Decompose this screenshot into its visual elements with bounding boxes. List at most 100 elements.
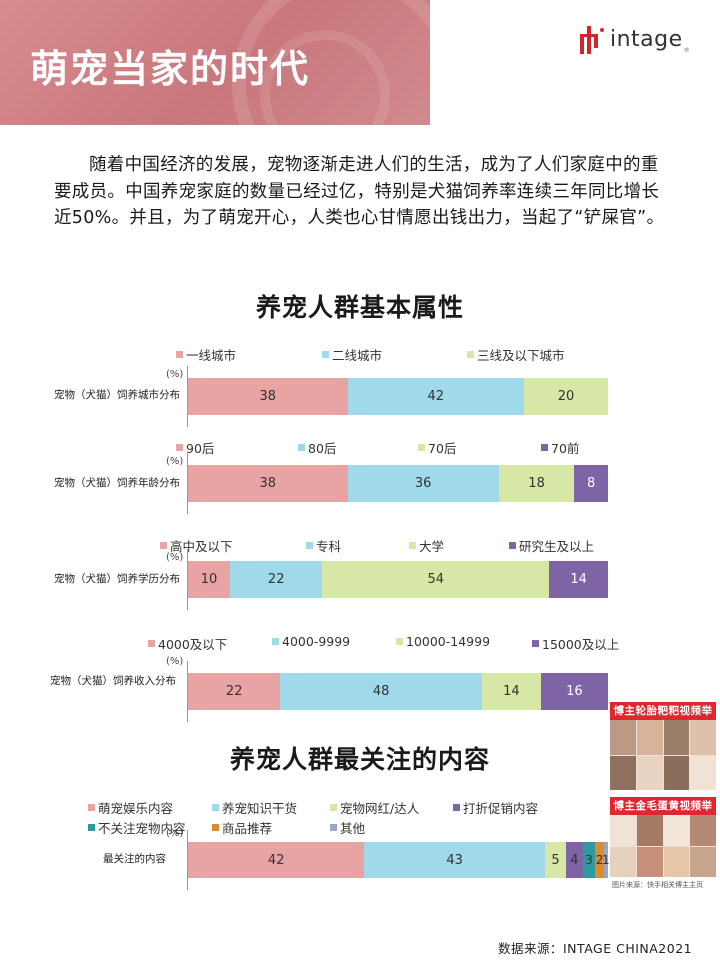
legend-swatch [453,804,460,811]
legend-label: 90后 [186,441,215,456]
legend-label: 专科 [316,539,342,554]
legend-swatch [541,444,548,451]
legend-swatch [330,804,337,811]
bar-segment: 2 [595,842,604,878]
category-label: 宠物（犬猫）饲养城市分布 [54,389,180,401]
legend-label: 其他 [340,821,366,836]
legend-label: 大学 [419,539,445,554]
legend-item: 商品推荐 [212,818,272,837]
legend-swatch [322,351,329,358]
legend-label: 70前 [551,441,580,456]
section-title-content: 养宠人群最关注的内容 [229,745,490,774]
legend-swatch [418,444,425,451]
legend-swatch [212,804,219,811]
bar-segment: 10 [188,561,230,598]
legend-swatch [396,638,403,645]
axis-line [187,661,188,722]
legend-item: 打折促销内容 [453,798,538,817]
legend-item: 不关注宠物内容 [88,818,186,837]
legend-label: 萌宠娱乐内容 [98,801,174,816]
thumb-tile [610,846,636,877]
axis-line [187,366,188,427]
thumb-tile [663,846,690,877]
legend-swatch [176,351,183,358]
thumb-title-2: 博主金毛蛋黄视频举例 [610,797,716,830]
legend-swatch [212,824,219,831]
legend-label: 商品推荐 [222,821,273,836]
bar-segment: 16 [540,673,608,710]
bar-segment: 54 [322,561,550,598]
legend-label: 70后 [428,441,457,456]
legend-swatch [298,444,305,451]
legend-swatch [160,542,167,549]
legend-label: 10000-14999 [406,634,491,649]
thumb-tile [610,755,636,790]
legend-item: 养宠知识干货 [212,798,297,817]
thumb-tile [636,720,663,755]
bar-segment: 36 [347,465,499,502]
bar-segment: 42 [188,842,365,878]
thumb-tile [690,720,716,755]
thumb-image-2 [610,815,716,877]
axis-line [187,830,188,890]
header-banner: 萌宠当家的时代 [0,0,430,125]
thumb-tile [636,846,663,877]
legend-swatch [272,638,279,645]
legend-label: 80后 [308,441,337,456]
bar-segment: 22 [230,561,323,598]
legend-swatch [88,804,95,811]
legend-item: 4000-9999 [272,634,350,649]
axis-line [187,549,188,610]
thumb-tile [636,815,663,846]
legend-label: 不关注宠物内容 [98,821,186,836]
legend-item: 萌宠娱乐内容 [88,798,173,817]
legend-swatch [306,542,313,549]
legend-item: 15000及以上 [532,634,619,653]
legend-item: 大学 [409,536,444,555]
bar-segment: 3 [582,842,596,878]
axis-line [187,453,188,514]
legend-label: 4000-9999 [282,634,351,649]
legend-swatch [467,351,474,358]
bar-segment: 8 [574,465,608,502]
thumb-tile [663,815,690,846]
category-label: 宠物（犬猫）饲养学历分布 [54,573,180,585]
thumb-tile [610,720,636,755]
intage-logo-icon [578,24,604,54]
bar-segment: 18 [498,465,575,502]
legend-swatch [148,640,155,647]
thumb-tile [690,755,716,790]
legend-item: 专科 [306,536,341,555]
stacked-bar: 22 48 14 16 [188,673,608,710]
thumb-tile [690,846,716,877]
legend-item: 70前 [541,438,579,457]
bar-segment: 38 [188,378,348,415]
legend-item: 70后 [418,438,456,457]
stacked-bar: 38 36 18 8 [188,465,608,502]
thumb-title-1: 博主轮胎粑粑视频举例 [610,702,716,735]
category-label: 最关注的内容 [103,853,166,865]
legend-label: 15000及以上 [542,637,620,652]
bar-segment: 38 [188,465,348,502]
legend-item: 二线城市 [322,345,382,364]
legend-item: 其他 [330,818,365,837]
bar-segment: 43 [364,842,545,878]
category-label: 宠物（犬猫）饲养收入分布 [50,675,176,687]
bar-segment: 14 [549,561,608,598]
legend-swatch [509,542,516,549]
thumb-tile [610,815,636,846]
bar-segment: 14 [481,673,541,710]
legend-item: 10000-14999 [396,634,490,649]
legend-label: 打折促销内容 [463,801,539,816]
bar-segment: 20 [523,378,608,415]
legend-label: 养宠知识干货 [222,801,298,816]
data-source: 数据来源：INTAGE CHINA2021 [498,941,693,956]
stacked-bar: 42 43 5 4 3 2 1 [188,842,610,878]
legend-item: 宠物网红/达人 [330,798,419,817]
legend-item: 4000及以下 [148,634,227,653]
bar-segment: 5 [544,842,566,878]
legend-item: 一线城市 [176,345,236,364]
legend-item: 研究生及以上 [509,536,594,555]
legend-label: 4000及以下 [158,637,228,652]
thumb-tile [690,815,716,846]
